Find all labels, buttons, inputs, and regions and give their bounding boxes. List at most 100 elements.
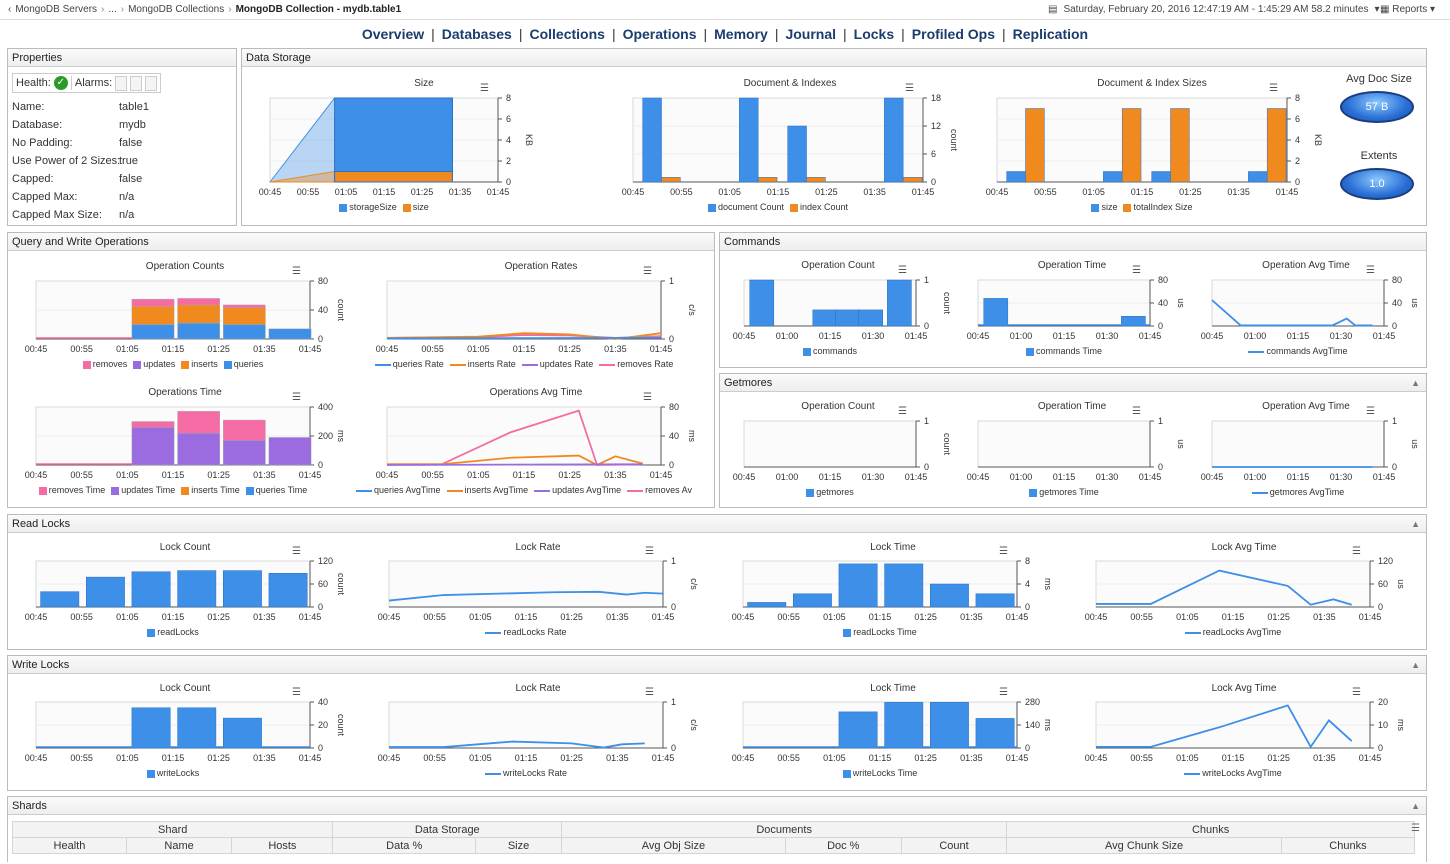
- nav-link-memory[interactable]: Memory: [714, 26, 768, 42]
- legend-item[interactable]: removes Time: [38, 485, 105, 495]
- breadcrumb-item[interactable]: ...: [108, 4, 117, 15]
- chart-title: Lock Avg Time: [1211, 542, 1277, 553]
- health-ok-icon[interactable]: ✓: [53, 76, 68, 90]
- shards-column-header[interactable]: Count: [900, 837, 1008, 854]
- legend-swatch: [534, 489, 551, 492]
- legend-item[interactable]: queries: [223, 359, 263, 369]
- reports-button[interactable]: ▦ Reports ▾: [1380, 4, 1435, 15]
- legend-item[interactable]: commands: [802, 346, 857, 356]
- chart-menu-icon[interactable]: ☰: [1352, 687, 1361, 698]
- legend-item[interactable]: writeLocks: [146, 768, 199, 778]
- nav-link-locks[interactable]: Locks: [853, 26, 895, 42]
- legend-item[interactable]: getmores: [806, 487, 854, 497]
- legend-item[interactable]: removes Rate: [599, 359, 673, 369]
- chart-menu-icon[interactable]: ☰: [292, 392, 301, 403]
- extents-value[interactable]: 1.0: [1340, 168, 1414, 200]
- alarm-box-icon[interactable]: [115, 75, 128, 91]
- chart-menu-icon[interactable]: ☰: [480, 83, 489, 94]
- legend-item[interactable]: queries Rate: [374, 359, 444, 369]
- nav-link-profiled-ops[interactable]: Profiled Ops: [911, 26, 996, 42]
- chart-menu-icon[interactable]: ☰: [898, 406, 907, 417]
- chart-menu-icon[interactable]: ☰: [999, 546, 1008, 557]
- collapse-icon[interactable]: ▲: [1411, 660, 1420, 670]
- collapse-icon[interactable]: ▲: [1411, 519, 1420, 529]
- panel-title-text: Write Locks: [12, 659, 70, 671]
- legend-item[interactable]: writeLocks AvgTime: [1184, 768, 1282, 778]
- chart-menu-icon[interactable]: ☰: [1352, 546, 1361, 557]
- legend-item[interactable]: index Count: [790, 202, 848, 212]
- legend-item[interactable]: document Count: [707, 202, 784, 212]
- chart-menu-icon[interactable]: ☰: [643, 266, 652, 277]
- shards-column-header[interactable]: Data %: [332, 837, 476, 854]
- legend-item[interactable]: queries Time: [245, 485, 307, 495]
- legend-item[interactable]: queries AvgTime: [356, 485, 441, 495]
- chart-menu-icon[interactable]: ☰: [292, 546, 301, 557]
- nav-link-operations[interactable]: Operations: [622, 26, 697, 42]
- legend-item[interactable]: writeLocks Rate: [484, 768, 567, 778]
- avg-doc-size-value[interactable]: 57 B: [1340, 91, 1414, 123]
- nav-link-collections[interactable]: Collections: [529, 26, 605, 42]
- shards-column-header[interactable]: Hosts: [231, 837, 334, 854]
- chart-menu-icon[interactable]: ☰: [1132, 406, 1141, 417]
- legend-item[interactable]: readLocks: [147, 627, 199, 637]
- shards-column-header[interactable]: Name: [125, 837, 233, 854]
- legend-label: inserts AvgTime: [464, 485, 529, 495]
- legend-item[interactable]: removes Av: [627, 485, 692, 495]
- chart-menu-icon[interactable]: ☰: [1366, 406, 1375, 417]
- legend-item[interactable]: size: [1091, 202, 1117, 212]
- shards-column-header[interactable]: Doc %: [784, 837, 902, 854]
- nav-link-journal[interactable]: Journal: [785, 26, 837, 42]
- legend-item[interactable]: updates AvgTime: [534, 485, 621, 495]
- breadcrumb-item[interactable]: MongoDB Servers: [15, 4, 98, 15]
- chart-menu-icon[interactable]: ☰: [898, 265, 907, 276]
- legend-item[interactable]: removes: [82, 359, 127, 369]
- time-range-selector[interactable]: ▤ Saturday, February 20, 2016 12:47:19 A…: [1048, 4, 1379, 15]
- chart-menu-icon[interactable]: ☰: [292, 687, 301, 698]
- legend-item[interactable]: size: [402, 202, 429, 212]
- legend-item[interactable]: commands Time: [1025, 346, 1102, 356]
- legend-item[interactable]: updates Time: [111, 485, 175, 495]
- legend-item[interactable]: readLocks AvgTime: [1184, 627, 1281, 637]
- legend-item[interactable]: writeLocks Time: [842, 768, 917, 778]
- shards-column-header[interactable]: Chunks: [1280, 837, 1416, 854]
- chevron-down-icon[interactable]: ▾: [1374, 4, 1380, 15]
- chart-menu-icon[interactable]: ☰: [645, 546, 654, 557]
- legend-item[interactable]: readLocks Time: [843, 627, 917, 637]
- legend-item[interactable]: inserts: [181, 359, 218, 369]
- chart-menu-icon[interactable]: ☰: [1132, 265, 1141, 276]
- shards-column-header[interactable]: Size: [474, 837, 563, 854]
- legend-item[interactable]: totalIndex Size: [1123, 202, 1193, 212]
- legend-item[interactable]: commands AvgTime: [1248, 346, 1348, 356]
- chart-menu-icon[interactable]: ☰: [292, 266, 301, 277]
- column-chooser-icon[interactable]: ☰: [1411, 823, 1420, 834]
- legend-item[interactable]: inserts Time: [181, 485, 240, 495]
- chart-menu-icon[interactable]: ☰: [905, 83, 914, 94]
- nav-link-replication[interactable]: Replication: [1012, 26, 1089, 42]
- alarm-box-icon[interactable]: [130, 75, 143, 91]
- chart-menu-icon[interactable]: ☰: [1366, 265, 1375, 276]
- shards-column-header[interactable]: Avg Obj Size: [561, 837, 786, 854]
- breadcrumb-item[interactable]: MongoDB Collections: [128, 4, 225, 15]
- nav-link-databases[interactable]: Databases: [441, 26, 512, 42]
- legend-item[interactable]: getmores Time: [1029, 487, 1099, 497]
- chart-title: Lock Rate: [515, 683, 561, 694]
- chart-menu-icon[interactable]: ☰: [643, 392, 652, 403]
- chart-menu-icon[interactable]: ☰: [999, 687, 1008, 698]
- legend-item[interactable]: inserts AvgTime: [446, 485, 529, 495]
- collapse-icon[interactable]: ▲: [1411, 801, 1420, 811]
- shards-column-header[interactable]: Health: [12, 837, 127, 854]
- chart-menu-icon[interactable]: ☰: [1269, 83, 1278, 94]
- legend-item[interactable]: updates Rate: [521, 359, 593, 369]
- legend-item[interactable]: storageSize: [339, 202, 397, 212]
- alarm-box-icon[interactable]: [145, 75, 158, 91]
- nav-link-overview[interactable]: Overview: [361, 26, 425, 42]
- property-key: Capped:: [12, 173, 54, 185]
- back-icon[interactable]: ‹: [8, 4, 12, 15]
- shards-column-header[interactable]: Avg Chunk Size: [1006, 837, 1282, 854]
- legend-item[interactable]: getmores AvgTime: [1251, 487, 1344, 497]
- legend-item[interactable]: inserts Rate: [449, 359, 516, 369]
- legend-item[interactable]: updates: [133, 359, 175, 369]
- chart-menu-icon[interactable]: ☰: [645, 687, 654, 698]
- collapse-icon[interactable]: ▲: [1411, 378, 1420, 388]
- legend-item[interactable]: readLocks Rate: [485, 627, 567, 637]
